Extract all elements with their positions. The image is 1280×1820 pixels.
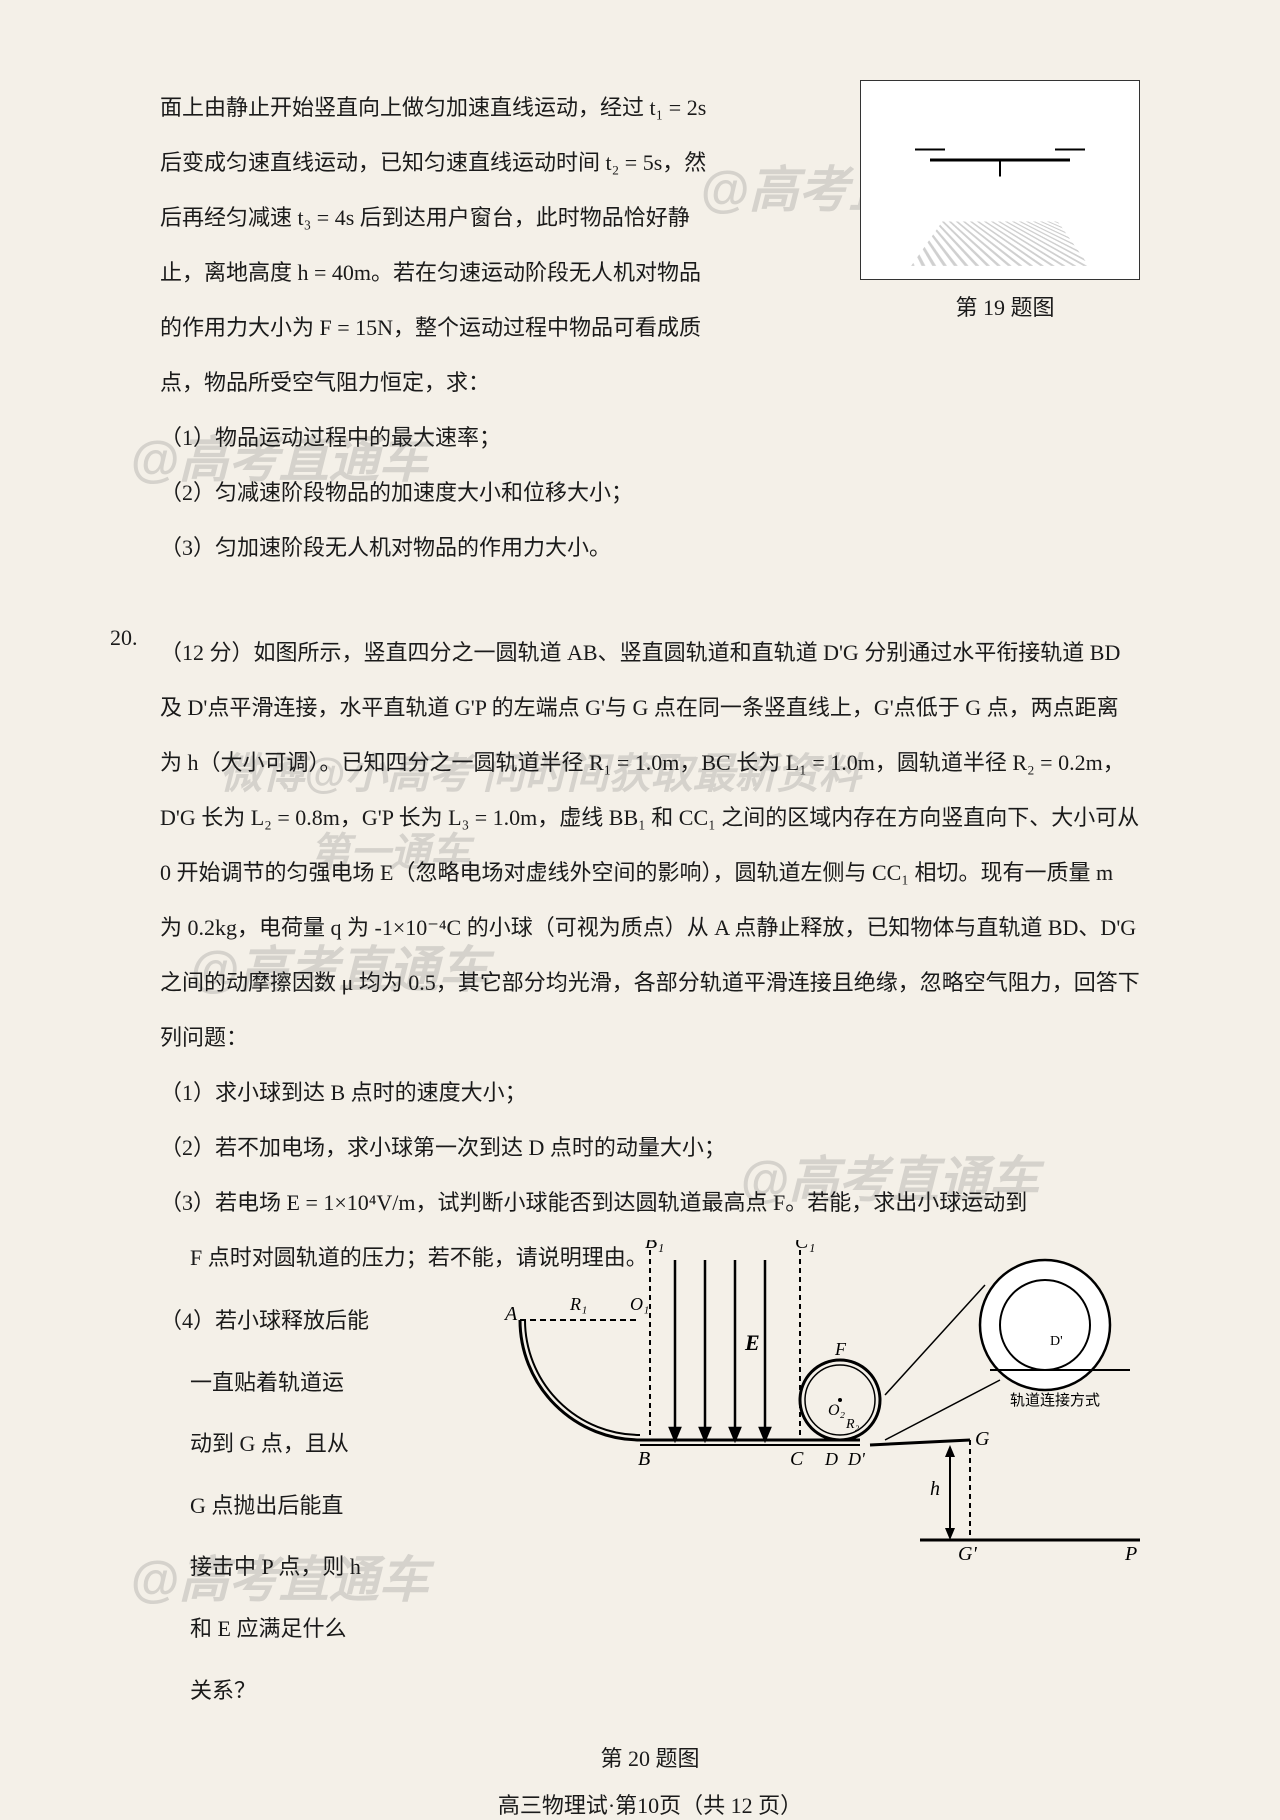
q20-sub4-line: G 点抛出后能直 — [190, 1475, 440, 1537]
page-content: @高考直通车 @高考直通车 微博@小高考 问时间获取最新资料 第一通车 @高考直… — [160, 80, 1140, 1820]
q20-sub4-line: 和 E 应满足什么 — [190, 1598, 440, 1660]
q19-line: 后再经匀减速 t₃ = 4s 后到达用户窗台，此时物品恰好静 — [160, 190, 780, 245]
q19-sub2: （2）匀减速阶段物品的加速度大小和位移大小； — [160, 465, 1140, 520]
label-Dp: D' — [847, 1449, 866, 1469]
q20-sub1: （1）求小球到达 B 点时的速度大小； — [160, 1065, 1140, 1120]
q20-sub3: （3）若电场 E = 1×10⁴V/m，试判断小球能否到达圆轨道最高点 F。若能… — [160, 1175, 1140, 1230]
q19-line: 后变成匀速直线运动，已知匀速直线运动时间 t₂ = 5s，然 — [160, 135, 780, 190]
q20-diagram-svg: A R₁ O₁ B₁ C₁ B C D D' E F O₂ R₂ G G' P — [490, 1240, 1140, 1620]
label-R2: R₂ — [845, 1417, 860, 1432]
q19-caption: 第 19 题图 — [860, 290, 1150, 322]
q19-sub3: （3）匀加速阶段无人机对物品的作用力大小。 — [160, 520, 1140, 575]
q20-sub4-line: 接击中 P 点，则 h — [190, 1536, 440, 1598]
q20-diagram: A R₁ O₁ B₁ C₁ B C D D' E F O₂ R₂ G G' P — [490, 1240, 1140, 1620]
ground-icon — [911, 221, 1089, 265]
q20-sub4-line: 动到 G 点，且从 — [190, 1413, 440, 1475]
q20-sub2: （2）若不加电场，求小球第一次到达 D 点时的动量大小； — [160, 1120, 1140, 1175]
page-footer: 高三物理试·第10页（共 12 页） — [160, 1788, 1140, 1820]
label-A: A — [503, 1303, 518, 1325]
q19-sub1: （1）物品运动过程中的最大速率； — [160, 410, 1140, 465]
q20-intro: （12 分）如图所示，竖直四分之一圆轨道 AB、竖直圆轨道和直轨道 D'G 分别… — [160, 625, 1140, 1065]
q20-sub4-line: 一直贴着轨道运 — [190, 1352, 440, 1414]
label-h: h — [930, 1478, 940, 1500]
q20-lower: （4）若小球释放后能 一直贴着轨道运 动到 G 点，且从 G 点抛出后能直 接击… — [160, 1290, 1140, 1721]
q20-number: 20. — [110, 625, 138, 651]
q19-line: 面上由静止开始竖直向上做匀加速直线运动，经过 t₁ = 2s — [160, 80, 780, 135]
q20-sub4: （4）若小球释放后能 一直贴着轨道运 动到 G 点，且从 G 点抛出后能直 接击… — [160, 1290, 440, 1721]
label-P: P — [1124, 1543, 1137, 1565]
q20-caption: 第 20 题图 — [160, 1741, 1140, 1773]
drone-icon — [930, 159, 1070, 162]
label-R1: R₁ — [569, 1294, 587, 1314]
label-Dp2: D' — [1050, 1334, 1063, 1349]
q19-body: 面上由静止开始竖直向上做匀加速直线运动，经过 t₁ = 2s 后变成匀速直线运动… — [160, 80, 780, 410]
question-19: 面上由静止开始竖直向上做匀加速直线运动，经过 t₁ = 2s 后变成匀速直线运动… — [160, 80, 1140, 575]
q20-sub4-line: （4）若小球释放后能 — [160, 1290, 440, 1352]
label-O1: O₁ — [630, 1294, 649, 1314]
q19-drone-image — [860, 80, 1140, 280]
label-B1: B₁ — [645, 1240, 664, 1253]
label-C: C — [790, 1448, 804, 1470]
question-20: 20. （12 分）如图所示，竖直四分之一圆轨道 AB、竖直圆轨道和直轨道 D'… — [160, 625, 1140, 1773]
label-Gp: G' — [958, 1543, 977, 1565]
label-O2: O₂ — [828, 1402, 846, 1419]
label-B: B — [638, 1448, 650, 1470]
q19-line: 止，离地高度 h = 40m。若在匀速运动阶段无人机对物品 — [160, 245, 780, 300]
label-D: D — [824, 1449, 838, 1469]
q19-figure: 第 19 题图 — [860, 80, 1150, 322]
label-connect: 轨道连接方式 — [1010, 1392, 1100, 1409]
label-G: G — [975, 1428, 990, 1450]
label-F: F — [834, 1339, 847, 1359]
label-C1: C₁ — [795, 1240, 815, 1253]
label-E: E — [744, 1330, 760, 1355]
q19-line: 的作用力大小为 F = 15N，整个运动过程中物品可看成质 — [160, 300, 780, 355]
q20-sub4-line: 关系？ — [190, 1660, 440, 1722]
q19-line: 点，物品所受空气阻力恒定，求： — [160, 355, 780, 410]
